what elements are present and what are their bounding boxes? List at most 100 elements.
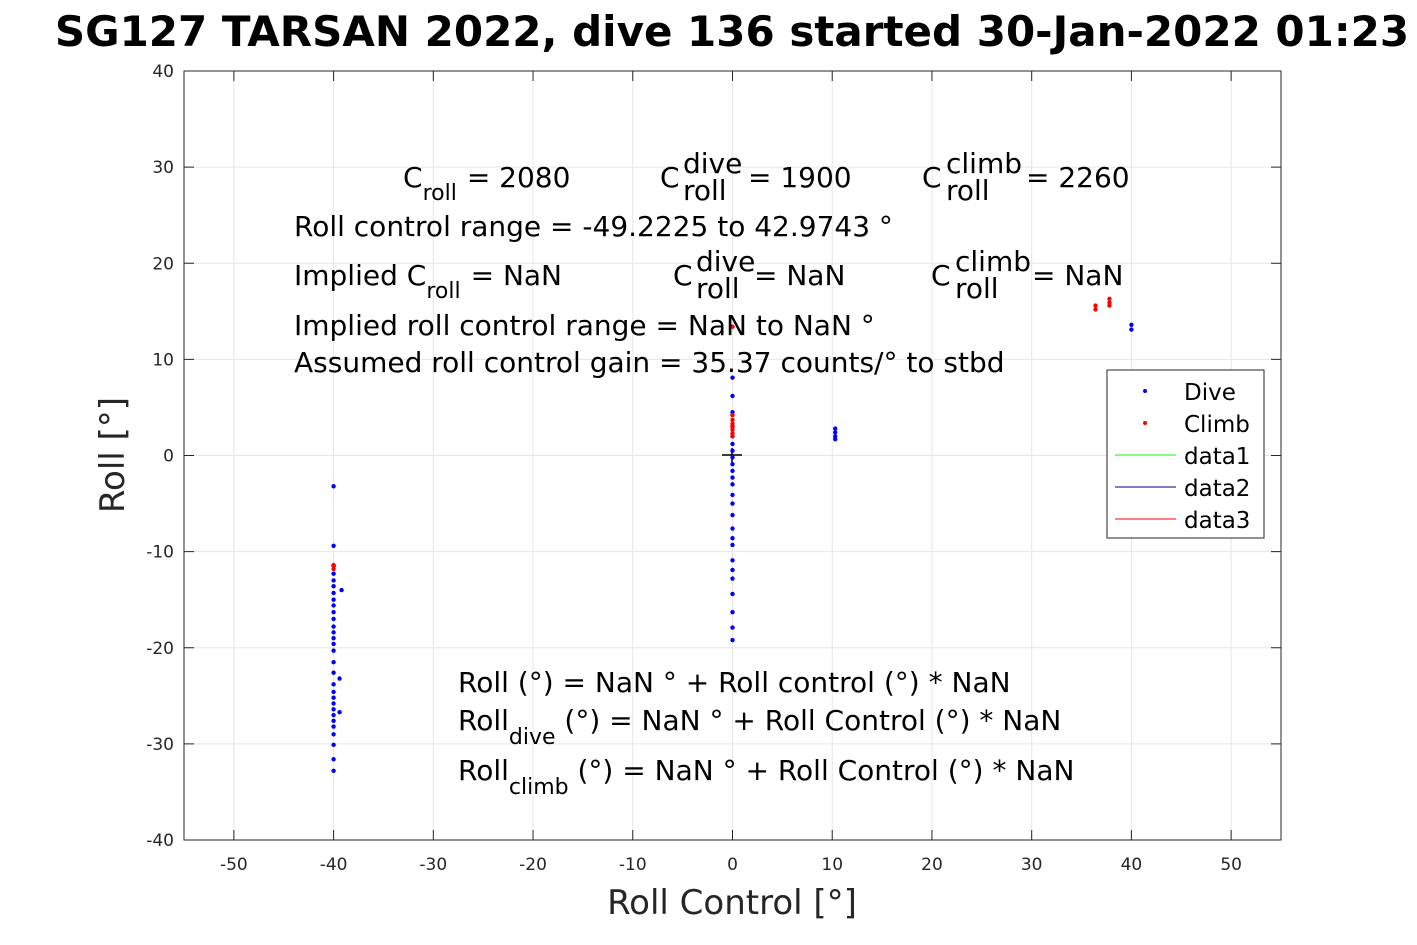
assumed-roll-control-gain-annotation: Assumed roll control gain = 35.37 counts…: [294, 346, 1005, 379]
axis-ticks: [184, 70, 1281, 841]
dive-point: [730, 482, 735, 487]
dive-point: [331, 742, 336, 748]
dive-point: [730, 542, 735, 548]
legend-label-data2: data2: [1184, 476, 1250, 502]
y-tick-label: 40: [152, 62, 174, 82]
dive-point: [730, 609, 735, 615]
legend-marker-climb: [1143, 421, 1147, 425]
dive-point: [331, 616, 336, 622]
roll-control-range-annotation: Roll control range = -49.2225 to 42.9743…: [294, 210, 893, 243]
x-tick-label: -20: [519, 855, 547, 875]
legend-label-climb: Climb: [1184, 412, 1250, 438]
legend-label-data3: data3: [1184, 508, 1250, 534]
dive-point: [331, 484, 336, 489]
climb-point: [730, 324, 735, 329]
dive-point: [331, 624, 336, 629]
dive-point: [331, 609, 336, 615]
dive-point: [331, 635, 336, 641]
svg-text:climb: climb: [955, 245, 1031, 278]
roll-dive-equation: Rolldive (°) = NaN ° + Roll Control (°) …: [458, 704, 1061, 750]
dive-point: [730, 475, 735, 480]
dive-point: [331, 707, 336, 712]
x-tick-label: 30: [1021, 855, 1043, 875]
dive-point: [730, 625, 735, 630]
c-roll-dive-subscript: roll: [683, 174, 727, 207]
y-tick-label: 10: [152, 350, 174, 370]
svg-text:C: C: [931, 259, 951, 292]
dive-point: [331, 768, 336, 773]
dive-point: [331, 757, 336, 762]
dive-point: [730, 448, 735, 453]
dive-point: [331, 584, 336, 589]
dive-point: [331, 597, 336, 602]
c-roll-climb-superscript: climb: [946, 147, 1022, 180]
legend-marker-dive: [1143, 389, 1147, 393]
dive-point: [730, 461, 735, 467]
svg-text:C: C: [922, 161, 942, 194]
svg-text:= NaN: = NaN: [1032, 259, 1123, 292]
x-tick-label: -30: [419, 855, 447, 875]
c-roll-value: = 2080: [467, 161, 571, 194]
c-roll-climb-value: = 2260: [1026, 161, 1130, 194]
y-axis-label: Roll [°]: [93, 397, 133, 513]
implied-c-roll-annotation: Implied Croll = NaN C dive roll = NaN C c…: [294, 245, 1123, 305]
x-tick-label: -50: [220, 855, 248, 875]
dive-point: [331, 718, 336, 724]
climb-point: [1107, 303, 1112, 308]
dive-point: [331, 578, 336, 583]
c-roll-dive-superscript: dive: [683, 147, 742, 180]
svg-text:C: C: [673, 259, 693, 292]
c-roll-symbol: C: [403, 161, 423, 194]
dive-point: [730, 637, 735, 643]
dive-point: [331, 682, 336, 687]
dive-point: [730, 468, 735, 474]
c-roll-dive-value: = 1900: [748, 161, 852, 194]
dive-point: [337, 709, 342, 715]
climb-point: [730, 427, 735, 432]
dive-point: [331, 659, 336, 665]
c-roll-annotation: Croll = 2080 C dive roll = 1900 C climb r…: [403, 147, 1130, 207]
climb-point: [730, 412, 735, 418]
series-dive: [331, 322, 1134, 773]
dive-point: [730, 576, 735, 581]
climb-point: [331, 566, 336, 572]
y-tick-label: -10: [146, 543, 174, 563]
dive-point: [331, 571, 336, 576]
dive-point: [331, 724, 336, 729]
dive-point: [730, 492, 735, 498]
y-tick-label: 20: [152, 254, 174, 274]
dive-point: [331, 603, 336, 608]
dive-point: [730, 441, 735, 447]
dive-point: [331, 712, 336, 718]
y-tick-label: 0: [163, 447, 174, 467]
c-roll-subscript: roll: [423, 181, 457, 206]
data-points: [331, 296, 1134, 773]
dive-point: [730, 526, 735, 531]
legend-box: [1106, 369, 1265, 539]
svg-text:= NaN: = NaN: [754, 259, 845, 292]
legend-label-dive: Dive: [1184, 380, 1236, 406]
x-tick-label: -40: [320, 855, 348, 875]
x-tick-label: 0: [727, 855, 738, 875]
dive-point: [1129, 327, 1134, 332]
climb-point: [331, 562, 336, 568]
dive-point: [337, 676, 342, 681]
dive-point: [730, 375, 735, 380]
implied-roll-control-range-annotation: Implied roll control range = NaN to NaN …: [294, 309, 875, 342]
dive-point: [1129, 322, 1134, 327]
x-tick-label: 50: [1220, 855, 1242, 875]
roll-climb-equation: Rollclimb (°) = NaN ° + Roll Control (°)…: [458, 754, 1074, 800]
roll-equation: Roll (°) = NaN ° + Roll control (°) * Na…: [458, 666, 1011, 699]
climb-point: [730, 417, 735, 423]
y-tick-label: -20: [146, 639, 174, 659]
dive-point: [331, 670, 336, 675]
dive-point: [833, 436, 838, 442]
dive-point: [331, 689, 336, 695]
svg-text:C: C: [660, 161, 680, 194]
axes-frame: [183, 70, 1282, 841]
svg-text:roll: roll: [955, 272, 999, 305]
dive-point: [331, 641, 336, 647]
dive-point: [730, 501, 735, 506]
y-tick-label: -30: [146, 735, 174, 755]
